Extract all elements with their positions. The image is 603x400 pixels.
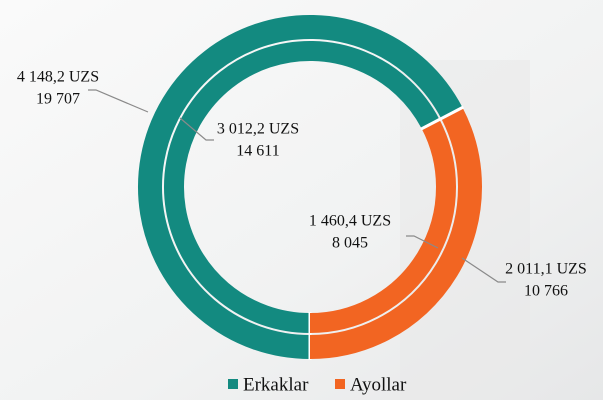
donut-segment: [309, 107, 482, 359]
data-label: 2 011,1 UZS: [505, 261, 587, 278]
legend-label: Ayollar: [350, 374, 407, 395]
legend-label: Erkaklar: [243, 374, 309, 395]
data-label: 1 460,4 UZS: [309, 213, 391, 230]
segment-gap: [439, 105, 465, 121]
data-label: 3 012,2 UZS: [217, 121, 299, 138]
legend-swatch: [228, 379, 238, 389]
data-label-count: 19 707: [36, 91, 80, 108]
legend-swatch: [335, 379, 345, 389]
segment-gap: [420, 117, 442, 131]
donut-segment: [309, 119, 456, 333]
leader-line: [406, 235, 439, 249]
data-label-count: 8 045: [332, 235, 368, 252]
donut-segment: [164, 41, 440, 333]
data-label-count: 14 611: [236, 143, 279, 160]
leader-line: [179, 117, 214, 141]
donut-segment: [138, 15, 463, 359]
data-label: 4 148,2 UZS: [17, 69, 99, 86]
data-label-count: 10 766: [524, 283, 568, 300]
leader-line: [88, 89, 149, 113]
leader-line: [461, 257, 506, 283]
